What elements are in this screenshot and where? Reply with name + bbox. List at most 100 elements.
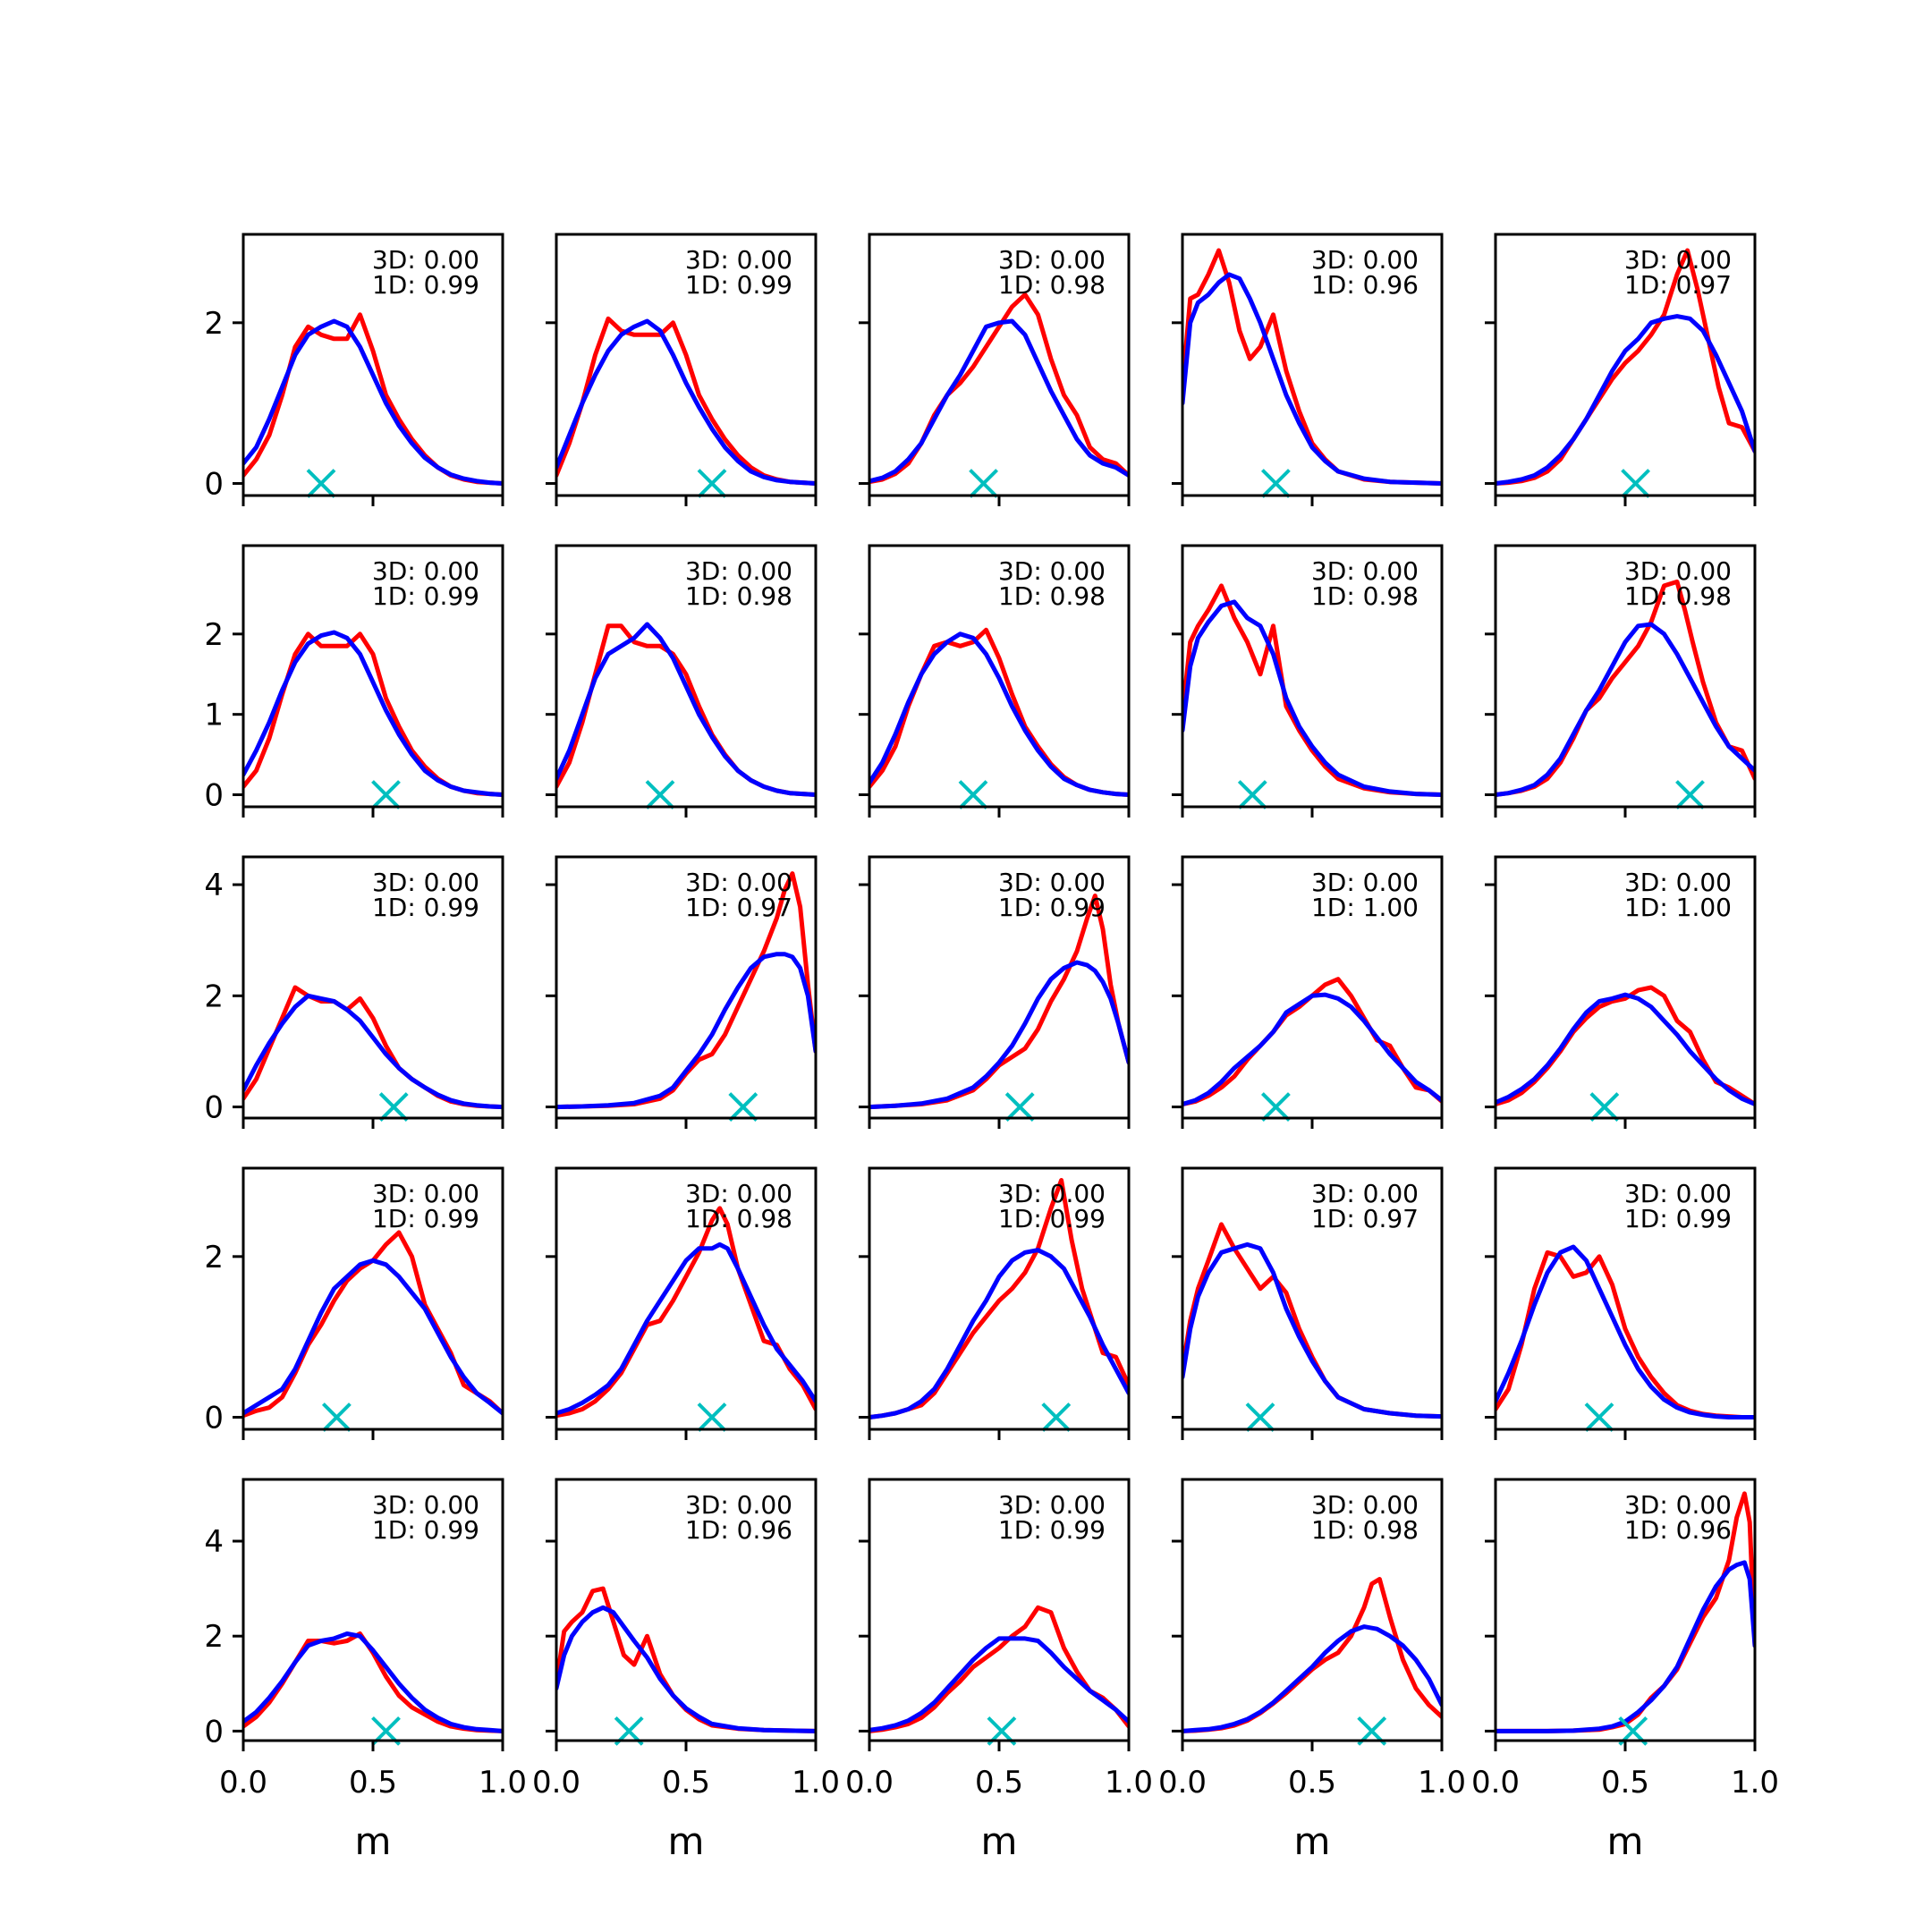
- score-annotation: 1D: 0.99: [372, 270, 479, 300]
- curves: [869, 627, 1129, 797]
- x-tick-label: 0.0: [845, 1765, 894, 1801]
- blue-curve: [1182, 1241, 1442, 1419]
- blue-curve: [869, 960, 1129, 1110]
- x-tick-label: 0.5: [1601, 1765, 1649, 1801]
- score-annotation: 1D: 0.99: [685, 270, 792, 300]
- cross-marker-stroke: [1004, 1092, 1035, 1122]
- y-tick-label: 1: [204, 698, 224, 733]
- y-tick-label: 0: [204, 1714, 224, 1750]
- score-annotation: 1D: 0.96: [685, 1515, 792, 1545]
- curves: [869, 894, 1129, 1110]
- score-annotation: 1D: 0.98: [998, 270, 1106, 300]
- red-curve: [243, 985, 503, 1110]
- score-annotation: 3D: 0.00: [998, 556, 1106, 586]
- cross-marker: [321, 1402, 352, 1432]
- red-curve: [1182, 1577, 1442, 1733]
- red-curve: [1496, 985, 1755, 1106]
- curves: [869, 292, 1129, 485]
- x-tick-label: 1.0: [1731, 1765, 1779, 1801]
- score-annotation: 1D: 0.98: [685, 581, 792, 611]
- score-annotation: 1D: 0.98: [685, 1204, 792, 1233]
- x-tick-label: 1.0: [479, 1765, 527, 1801]
- x-tick-label: 0.5: [662, 1765, 710, 1801]
- curves: [1496, 1491, 1755, 1733]
- cross-marker: [1260, 469, 1291, 498]
- blue-curve: [556, 318, 816, 486]
- score-annotation: 3D: 0.00: [1624, 245, 1732, 275]
- red-curve: [556, 1206, 816, 1419]
- curves: [1496, 579, 1755, 797]
- cross-marker-stroke: [306, 469, 336, 498]
- score-annotation: 3D: 0.00: [1624, 1490, 1732, 1520]
- x-axis-label: m: [1607, 1819, 1644, 1863]
- x-tick-label: 1.0: [1105, 1765, 1153, 1801]
- x-tick-label: 0.0: [1158, 1765, 1207, 1801]
- cross-marker-stroke: [321, 1402, 352, 1432]
- blue-curve: [1496, 1244, 1755, 1419]
- red-curve: [869, 894, 1129, 1110]
- blue-curve: [1496, 1560, 1755, 1733]
- cross-marker: [1589, 1092, 1620, 1122]
- cross-marker-stroke: [1584, 1402, 1614, 1432]
- blue-curve: [1496, 622, 1755, 797]
- blue-curve: [243, 318, 503, 486]
- curves: [1182, 248, 1442, 486]
- curves: [1182, 1222, 1442, 1419]
- curves: [1182, 1577, 1442, 1733]
- blue-curve: [1182, 272, 1442, 486]
- cross-marker: [1041, 1402, 1072, 1432]
- score-annotation: 1D: 0.99: [1624, 1204, 1732, 1233]
- red-curve: [556, 316, 816, 486]
- blue-curve: [243, 1631, 503, 1733]
- curves: [243, 312, 503, 486]
- cross-marker-stroke: [1675, 780, 1705, 809]
- blue-curve: [869, 318, 1129, 484]
- cross-marker: [645, 780, 675, 809]
- cross-marker: [1004, 1092, 1035, 1122]
- x-tick-label: 0.5: [1288, 1765, 1336, 1801]
- blue-curve: [556, 1241, 816, 1416]
- blue-curve: [556, 952, 816, 1110]
- y-tick-label: 0: [204, 778, 224, 814]
- curves: [556, 1206, 816, 1419]
- score-annotation: 1D: 0.96: [1624, 1515, 1732, 1545]
- blue-curve: [556, 1605, 816, 1733]
- cross-marker: [728, 1092, 758, 1122]
- score-annotation: 3D: 0.00: [372, 1179, 479, 1208]
- x-tick-label: 0.0: [219, 1765, 267, 1801]
- score-annotation: 1D: 0.99: [372, 1204, 479, 1233]
- blue-curve: [869, 631, 1129, 797]
- y-tick-label: 0: [204, 1401, 224, 1436]
- score-annotation: 3D: 0.00: [372, 556, 479, 586]
- y-tick-label: 2: [204, 1240, 224, 1275]
- y-tick-label: 0: [204, 1090, 224, 1126]
- cross-marker: [697, 469, 727, 498]
- curves: [556, 871, 816, 1110]
- red-curve: [556, 623, 816, 797]
- x-axis-label: m: [355, 1819, 392, 1863]
- y-tick-label: 4: [204, 1524, 224, 1560]
- score-annotation: 3D: 0.00: [1624, 1179, 1732, 1208]
- score-annotation: 3D: 0.00: [1624, 556, 1732, 586]
- score-annotation: 3D: 0.00: [998, 868, 1106, 897]
- cross-marker: [958, 780, 988, 809]
- cross-marker: [1584, 1402, 1614, 1432]
- red-curve: [869, 627, 1129, 797]
- score-annotation: 3D: 0.00: [685, 868, 792, 897]
- red-curve: [869, 1605, 1129, 1733]
- cross-marker-stroke: [697, 1402, 727, 1432]
- x-axis-label: m: [668, 1819, 705, 1863]
- curves: [243, 985, 503, 1110]
